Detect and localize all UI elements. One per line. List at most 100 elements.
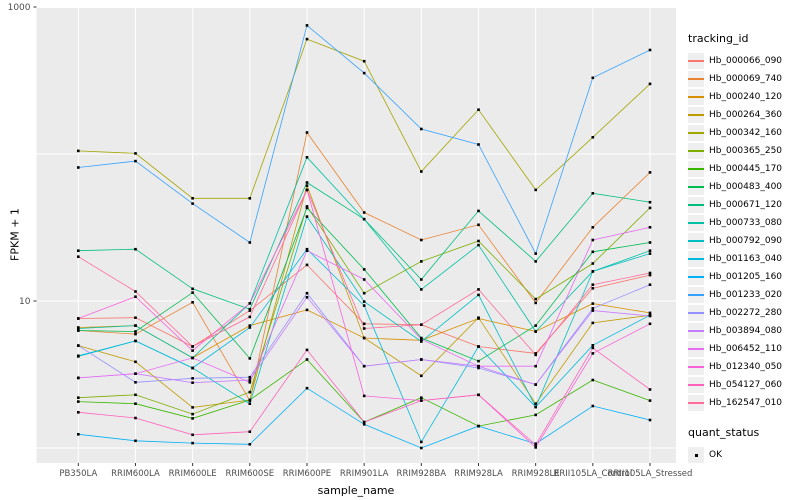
- legend-item-Hb_006452_110: Hb_006452_110: [688, 340, 800, 358]
- data-point: [591, 378, 595, 382]
- data-point: [420, 340, 423, 343]
- data-point: [305, 386, 309, 390]
- data-point: [591, 352, 595, 355]
- data-point: [248, 443, 252, 446]
- data-point: [534, 443, 537, 447]
- data-point: [420, 337, 423, 341]
- legend-item-Hb_002272_280: Hb_002272_280: [688, 304, 800, 322]
- y-tick-label: 1000: [8, 3, 31, 13]
- data-point: [248, 309, 252, 312]
- data-point: [305, 156, 309, 159]
- data-point: [77, 376, 80, 380]
- data-point: [305, 181, 309, 184]
- data-point: [648, 283, 652, 286]
- data-point: [477, 424, 480, 428]
- data-point: [77, 249, 80, 252]
- legend-items: Hb_000066_090 Hb_000069_740 Hb_000240_120 H…: [688, 52, 800, 412]
- data-point: [648, 271, 652, 275]
- data-point: [134, 152, 137, 155]
- data-point: [305, 215, 309, 218]
- data-point: [362, 217, 366, 221]
- data-point: [191, 345, 194, 348]
- data-point: [534, 188, 537, 192]
- data-point: [191, 356, 194, 360]
- legend-label: OK: [709, 450, 722, 460]
- data-point: [420, 399, 423, 402]
- legend-key: [688, 269, 704, 285]
- data-point: [477, 293, 480, 297]
- data-point: [534, 446, 537, 449]
- legend-item-Hb_000733_080: Hb_000733_080: [688, 214, 800, 232]
- data-point: [77, 149, 80, 153]
- legend-item-Hb_000342_160: Hb_000342_160: [688, 124, 800, 142]
- legend-label: Hb_001205_160: [709, 272, 783, 282]
- legend-line-swatch: [688, 402, 704, 404]
- x-axis-title: sample_name: [317, 484, 395, 497]
- data-point: [420, 323, 423, 326]
- data-point: [648, 226, 652, 229]
- data-point: [420, 260, 423, 263]
- data-point: [420, 396, 423, 399]
- legend-key: [688, 89, 704, 105]
- legend-line-swatch: [688, 168, 704, 170]
- data-point: [248, 302, 252, 305]
- data-point: [134, 324, 137, 327]
- legend-item-Hb_001233_020: Hb_001233_020: [688, 286, 800, 304]
- data-point: [248, 315, 252, 319]
- data-point: [191, 412, 194, 416]
- data-point: [648, 273, 652, 277]
- data-point: [591, 262, 595, 265]
- legend-label: Hb_162547_010: [709, 398, 783, 408]
- data-point: [591, 287, 595, 290]
- legend-label: Hb_000342_160: [709, 128, 783, 138]
- data-point: [648, 388, 652, 391]
- data-point: [591, 283, 595, 286]
- data-point: [648, 314, 652, 318]
- data-point: [305, 188, 309, 192]
- data-point: [477, 143, 480, 146]
- legend-item-quant-ok: OK: [688, 446, 800, 464]
- legend-line-swatch: [688, 114, 704, 116]
- data-point: [134, 290, 137, 293]
- data-point: [362, 304, 366, 307]
- legend-label: Hb_000445_170: [709, 164, 783, 174]
- data-point: [248, 398, 252, 402]
- data-point: [77, 344, 80, 347]
- data-point: [534, 405, 537, 409]
- data-point: [77, 317, 80, 320]
- legend-line-swatch: [688, 150, 704, 152]
- data-point: [591, 226, 595, 229]
- legend-item-Hb_001205_160: Hb_001205_160: [688, 268, 800, 286]
- data-point: [534, 383, 537, 386]
- data-point: [477, 243, 480, 247]
- legend-item-Hb_000792_090: Hb_000792_090: [688, 232, 800, 250]
- legend-line-swatch: [688, 60, 704, 62]
- legend-label: Hb_000733_080: [709, 218, 783, 228]
- data-point: [248, 197, 252, 200]
- data-point: [477, 345, 480, 348]
- data-point: [134, 439, 137, 443]
- legend-key: [688, 143, 704, 159]
- legend-item-Hb_000365_250: Hb_000365_250: [688, 142, 800, 160]
- data-point: [648, 322, 652, 326]
- data-point: [591, 321, 595, 325]
- legend-line-swatch: [688, 96, 704, 98]
- data-point: [134, 402, 137, 405]
- data-point: [191, 366, 194, 370]
- data-point: [77, 400, 80, 403]
- legend-key: [688, 395, 704, 411]
- legend-title-tracking-id: tracking_id: [688, 32, 749, 45]
- legend-item-Hb_000483_400: Hb_000483_400: [688, 178, 800, 196]
- data-point: [362, 364, 366, 368]
- data-point: [191, 287, 194, 291]
- data-point: [477, 209, 480, 213]
- legend-label: Hb_054127_060: [709, 380, 783, 390]
- data-point: [248, 324, 252, 327]
- data-point: [77, 354, 80, 358]
- data-point: [362, 300, 366, 303]
- data-point: [534, 260, 537, 263]
- data-point: [591, 346, 595, 350]
- legend-item-Hb_000066_090: Hb_000066_090: [688, 52, 800, 70]
- data-point: [477, 108, 480, 111]
